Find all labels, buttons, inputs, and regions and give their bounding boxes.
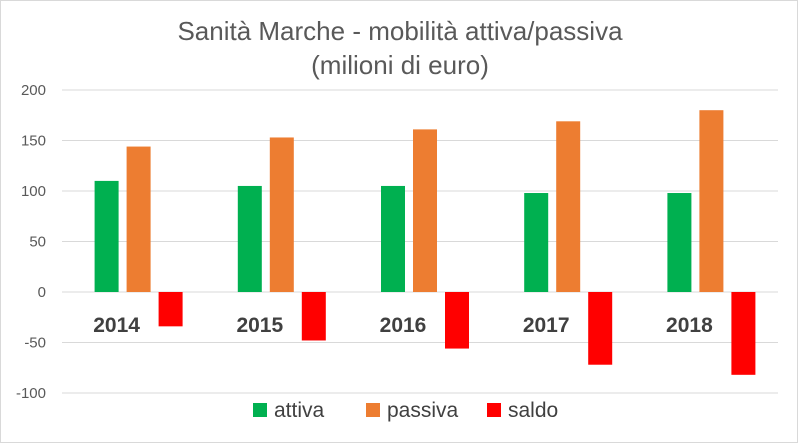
category-label: 2015 [236,314,283,337]
chart-subtitle: (milioni di euro) [311,50,489,80]
category-label: 2018 [666,314,713,337]
y-tick-label: 100 [21,183,46,200]
chart-title: Sanità Marche - mobilità attiva/passiva [177,16,623,46]
bar-passiva-2018 [699,110,724,292]
bar-attiva-2017 [524,193,549,292]
bar-attiva-2018 [667,193,692,292]
bar-saldo-2017 [588,292,613,365]
bar-attiva-2015 [237,185,262,292]
bar-attiva-2016 [381,185,405,292]
bar-saldo-2018 [731,292,756,375]
y-tick-label: 150 [21,133,46,150]
y-tick-label: 50 [29,234,46,251]
category-label: 2016 [380,314,427,337]
bar-saldo-2016 [445,292,469,349]
category-label: 2017 [523,314,570,337]
y-tick-label: -50 [24,335,46,352]
bar-passiva-2015 [269,137,294,292]
bar-saldo-2015 [301,292,326,341]
bar-passiva-2014 [126,146,151,292]
legend-swatch-attiva [253,403,267,417]
bar-saldo-2014 [158,292,183,327]
legend-swatch-passiva [366,403,380,417]
y-tick-label: -100 [16,385,46,402]
bar-passiva-2016 [413,129,437,292]
y-tick-label: 0 [38,284,46,301]
legend-swatch-saldo [487,403,501,417]
bar-passiva-2017 [556,121,581,292]
bar-attiva-2014 [94,180,119,292]
legend-label-passiva: passiva [387,399,459,422]
y-tick-label: 200 [21,82,46,99]
chart-title-block: Sanità Marche - mobilità attiva/passiva … [0,14,800,82]
legend-label-attiva: attiva [274,399,325,422]
category-label: 2014 [93,314,140,337]
legend-label-saldo: saldo [508,399,558,422]
